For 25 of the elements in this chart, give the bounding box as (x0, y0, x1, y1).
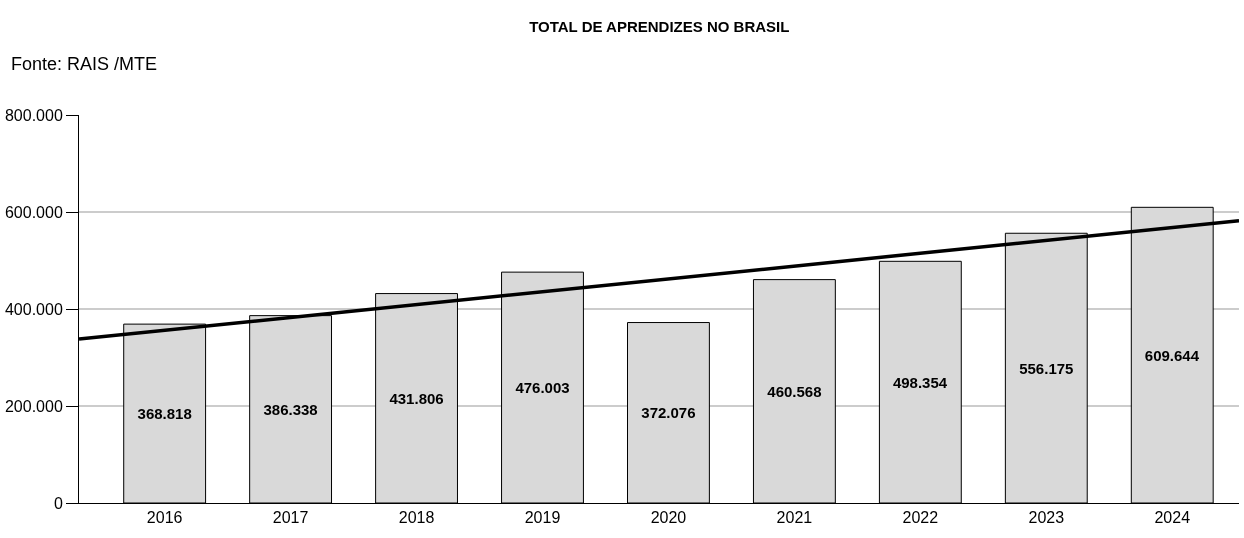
data-label: 372.076 (641, 404, 696, 422)
data-label: 556.175 (1019, 359, 1074, 377)
y-tick-label: 200.000 (4, 397, 63, 415)
y-tick-label: 400.000 (4, 300, 63, 318)
x-tick-label: 2020 (650, 509, 687, 527)
x-tick-label: 2019 (524, 509, 561, 527)
x-tick-label: 2024 (1154, 509, 1191, 527)
data-label: 386.338 (263, 400, 318, 418)
x-tick-label: 2018 (398, 509, 435, 527)
chart-title: TOTAL DE APRENDIZES NO BRASIL (529, 18, 790, 36)
x-tick-label: 2022 (902, 509, 939, 527)
y-tick-label: 0 (53, 494, 63, 512)
data-label: 476.003 (515, 379, 570, 397)
x-tick-label: 2016 (146, 509, 183, 527)
data-label: 460.568 (767, 382, 822, 400)
source-note: Fonte: RAIS /MTE (11, 54, 158, 74)
data-label: 609.644 (1144, 346, 1200, 364)
y-tick-label: 600.000 (4, 203, 63, 221)
x-tick-label: 2017 (272, 509, 309, 527)
data-label: 498.354 (892, 373, 948, 391)
x-tick-label: 2023 (1028, 509, 1065, 527)
data-label: 368.818 (137, 405, 192, 423)
y-tick-label: 800.000 (4, 106, 63, 124)
x-tick-label: 2021 (776, 509, 813, 527)
data-label: 431.806 (389, 389, 444, 407)
